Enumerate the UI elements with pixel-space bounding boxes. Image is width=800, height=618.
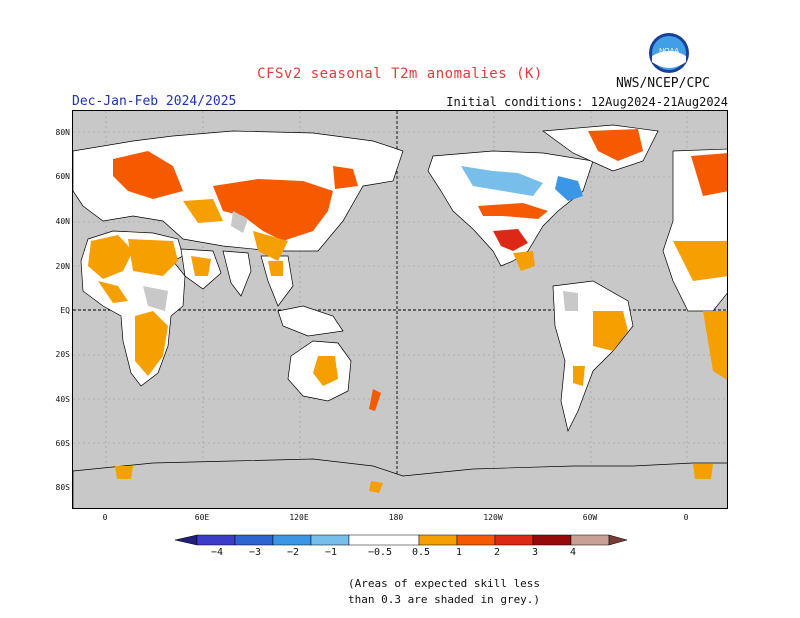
australia-region — [287, 340, 381, 411]
initial-conditions-label: Initial conditions: 12Aug2024-21Aug2024 — [446, 95, 728, 109]
lat-label-20s: 20S — [55, 350, 70, 359]
lon-label-180: 180 — [388, 513, 404, 522]
lat-label-40n: 40N — [55, 217, 70, 226]
colorbar-label: 0.5 — [411, 547, 431, 558]
south-america-region — [552, 280, 634, 433]
lat-label-80s: 80S — [55, 483, 70, 492]
map-title: CFSv2 seasonal T2m anomalies (K) — [257, 66, 543, 82]
lat-label-60n: 60N — [55, 172, 70, 181]
colorbar-label: 1 — [455, 547, 463, 558]
season-label: Dec-Jan-Feb 2024/2025 — [72, 94, 237, 109]
lon-label-60e: 60E — [194, 513, 210, 522]
africa-region — [80, 230, 186, 387]
lat-label-60s: 60S — [55, 439, 70, 448]
skill-note-line: (Areas of expected skill less — [348, 577, 541, 590]
colorbar-label: −1 — [324, 547, 338, 558]
skill-note-line: than 0.3 are shaded in grey.) — [348, 593, 541, 606]
lat-label-40s: 40S — [55, 395, 70, 404]
lat-label-80n: 80N — [55, 128, 70, 137]
asia-south-region — [180, 248, 344, 337]
lon-label-0-east: 0 — [683, 513, 689, 522]
lon-label-120e: 120E — [289, 513, 309, 522]
lat-label-20n: 20N — [55, 262, 70, 271]
map-canvas — [73, 111, 727, 508]
noaa-logo-text: NOAA — [659, 48, 679, 55]
lat-label-eq: EQ — [60, 306, 70, 315]
colorbar — [175, 534, 627, 546]
anomaly-map — [72, 110, 728, 509]
colorbar-label: −3 — [248, 547, 262, 558]
colorbar-label: 3 — [531, 547, 539, 558]
lon-label-0: 0 — [102, 513, 108, 522]
colorbar-label: −2 — [286, 547, 300, 558]
east-edge-region — [662, 148, 727, 380]
colorbar-label: 2 — [493, 547, 501, 558]
lon-label-60w: 60W — [582, 513, 598, 522]
skill-note: (Areas of expected skill less than 0.3 a… — [348, 576, 540, 608]
antarctica-region — [73, 458, 727, 508]
agency-label: NWS/NCEP/CPC — [616, 76, 710, 91]
colorbar-arrow-low — [175, 534, 198, 546]
north-america-region — [427, 124, 659, 271]
eurasia-region — [73, 130, 404, 261]
colorbar-label: −4 — [210, 547, 224, 558]
lon-label-120w: 120W — [483, 513, 503, 522]
colorbar-label: 4 — [569, 547, 577, 558]
noaa-logo: NOAA — [649, 33, 689, 73]
colorbar-label: −0.5 — [367, 547, 393, 558]
colorbar-arrow-high — [608, 534, 627, 546]
